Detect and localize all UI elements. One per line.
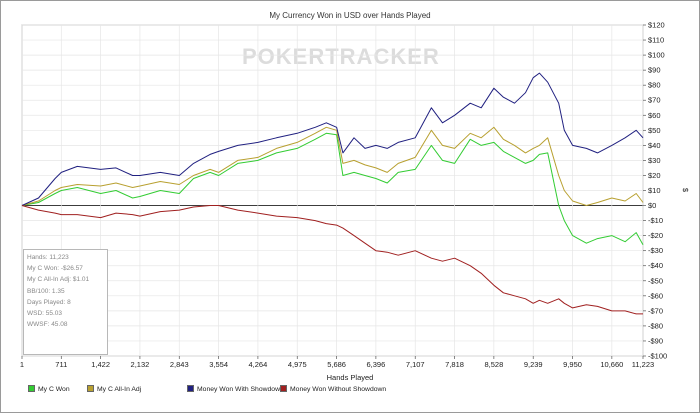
y-tick-label: $70 (648, 96, 661, 105)
y-tick-label: -$90 (648, 336, 663, 345)
legend-label: My C All-In Adj (97, 386, 142, 393)
y-tick-label: $110 (648, 36, 664, 45)
x-tick-label: 9,239 (524, 360, 543, 369)
watermark-text: POKERTRACKER (242, 44, 440, 69)
stat-hands: Hands: 11,223 (27, 254, 69, 261)
x-tick-label: 9,950 (563, 360, 582, 369)
series-line-3 (21, 72, 644, 206)
y-tick-label: $100 (648, 51, 665, 60)
y-tick-label: $0 (648, 201, 656, 210)
y-tick-label: -$40 (648, 261, 663, 270)
x-tick-label: 11,223 (632, 360, 654, 369)
series-line-4 (21, 205, 643, 315)
x-axis-label: Hands Played (327, 373, 374, 382)
y-tick-label: -$10 (648, 216, 663, 225)
legend-swatch (280, 385, 287, 392)
x-tick-label: 2,843 (170, 360, 189, 369)
x-tick-label: 4,264 (249, 360, 268, 369)
x-tick-label: 711 (55, 360, 67, 369)
y-tick-label: -$50 (648, 276, 663, 285)
series-layer (21, 72, 644, 315)
y-tick-label: -$80 (648, 321, 663, 330)
legend-label: My C Won (38, 386, 70, 393)
chart-title: My Currency Won in USD over Hands Played (269, 11, 430, 20)
stat-wwsf: WWSF: 45.08 (27, 321, 68, 329)
y-tick-label: $120 (648, 21, 665, 30)
y-tick-label: -$20 (648, 231, 663, 240)
series-line-1 (21, 132, 644, 245)
x-tick-label: 5,686 (327, 360, 346, 369)
series-line-2 (21, 126, 644, 206)
x-tick-label: 2,132 (131, 360, 150, 369)
stat-days: Days Played: 8 (27, 298, 71, 306)
legend-label: Money Won Without Showdown (290, 386, 387, 393)
legend-item-nonshowdown[interactable]: Money Won Without Showdown (280, 385, 386, 393)
x-tick-label: 7,818 (445, 360, 464, 369)
legend-label: Money Won With Showdown (197, 386, 284, 393)
y-tick-label: $60 (648, 111, 661, 120)
y-tick-label: $10 (648, 186, 661, 195)
y-tick-label: $20 (648, 171, 661, 180)
grid-layer (21, 24, 644, 357)
x-tick-label: 1 (20, 360, 24, 369)
x-tick-label: 1,422 (91, 360, 110, 369)
legend-item-showdown[interactable]: Money Won With Showdown (187, 385, 284, 393)
y-axis-label: $ (681, 188, 690, 193)
x-tick-label: 7,107 (406, 360, 425, 369)
y-tick-label: $40 (648, 141, 661, 150)
legend: My C Won My C All-In Adj Money Won With … (22, 383, 682, 397)
y-tick-label: $30 (648, 156, 661, 165)
stat-allin-adj: My C All-In Adj: $1.01 (27, 276, 90, 284)
x-tick-label: 8,528 (484, 360, 503, 369)
legend-swatch (87, 385, 94, 392)
y-tick-label: $80 (648, 81, 661, 90)
legend-swatch (187, 385, 194, 392)
x-tick-label: 6,396 (366, 360, 385, 369)
y-tick-label: $50 (648, 126, 661, 135)
legend-item-won[interactable]: My C Won (28, 385, 70, 393)
x-tick-label: 3,554 (209, 360, 228, 369)
y-tick-label: -$100 (648, 352, 667, 361)
stat-won: My C Won: -$26.57 (27, 265, 83, 273)
stat-bb100: BB/100: 1.35 (27, 287, 65, 295)
x-tick-label: 4,975 (288, 360, 307, 369)
y-tick-label: -$60 (648, 291, 663, 300)
stats-box: Hands: 11,223 My C Won: -$26.57 My C All… (23, 249, 108, 355)
legend-item-allin[interactable]: My C All-In Adj (87, 385, 141, 393)
x-tick-label: 10,660 (600, 360, 623, 369)
watermark-logo: POKERTRACKER (242, 44, 440, 70)
legend-swatch (28, 385, 35, 392)
y-tick-label: -$30 (648, 246, 663, 255)
y-tick-label: $90 (648, 66, 661, 75)
stat-wsd: WSD: 55.03 (27, 310, 63, 318)
y-tick-label: -$70 (648, 306, 663, 315)
axis-layer: $120 $110 $100 $90 $80 $70 $60 $50 $40 $30 $20 $10 $… (20, 21, 667, 370)
